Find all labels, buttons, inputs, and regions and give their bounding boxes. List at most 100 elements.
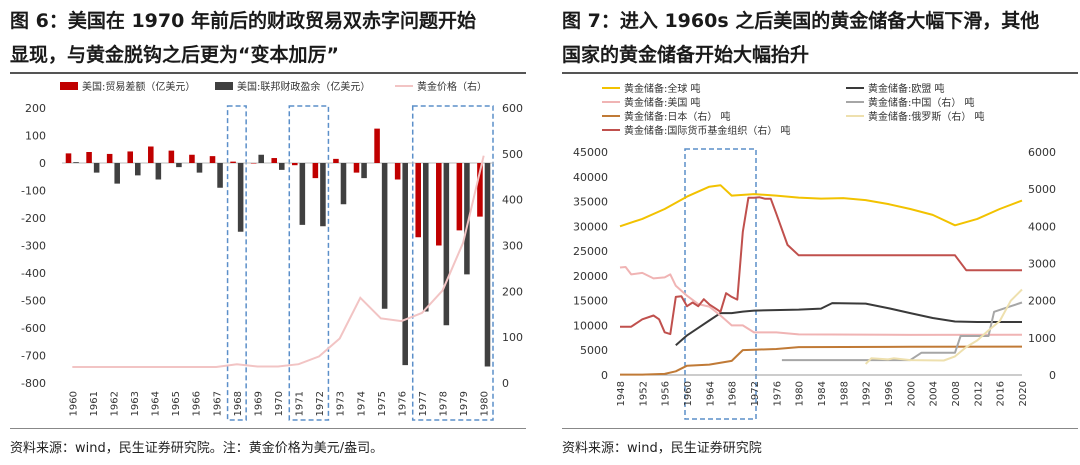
series-line-usa: [619, 266, 1023, 336]
right-figure-title: 图 7：进入 1960s 之后美国的黄金储备大幅下滑，其他 国家的黄金储备开始大…: [562, 4, 1078, 72]
trade-balance-bar: [394, 163, 401, 180]
trade-balance-bar: [189, 154, 195, 163]
fiscal-surplus-bar: [320, 163, 326, 227]
highlight-box: [684, 148, 757, 420]
trade-balance-bar: [436, 163, 442, 246]
legend-swatch: [215, 82, 233, 90]
series-line-japan: [620, 345, 1023, 376]
trade-balance-bar: [250, 163, 257, 164]
x-tick-label: 1964: [705, 381, 716, 406]
fiscal-surplus-bar: [217, 163, 223, 188]
x-tick-label: 2000: [906, 381, 917, 406]
gold-price-line: [72, 155, 485, 368]
x-tick-label: 1988: [839, 381, 850, 406]
right-source-note: 资料来源：wind，民生证券研究院: [562, 441, 762, 456]
highlight-box: [411, 105, 494, 421]
y-right-tick-label: 300: [502, 240, 523, 253]
trade-balance-bar: [127, 151, 133, 163]
x-tick-label: 1977: [418, 391, 429, 416]
x-tick-label: 2016: [996, 381, 1007, 406]
fiscal-surplus-bar: [93, 163, 100, 173]
right-source-divider: [562, 428, 1078, 429]
x-tick-label: 1960: [683, 381, 694, 406]
legend-label: 黄金储备:国际货币基金组织（右） 吨: [624, 124, 791, 137]
right-title-line-2: 国家的黄金储备开始大幅抬升: [562, 44, 810, 66]
x-tick-label: 1976: [772, 381, 783, 406]
trade-balance-bar: [271, 158, 277, 163]
fiscal-surplus-bar: [114, 163, 120, 184]
trade-balance-bar: [353, 163, 360, 173]
y-left-tick-label: -200: [21, 212, 46, 225]
highlight-box: [226, 105, 247, 421]
y-left-tick-label: 15000: [573, 295, 608, 308]
y-left-tick-label: -600: [21, 322, 46, 335]
left-title-divider: [10, 72, 526, 74]
y-left-tick-label: 200: [25, 102, 46, 115]
y-left-tick-label: 0: [39, 157, 46, 170]
highlight-box: [288, 105, 330, 421]
x-tick-label: 1952: [638, 381, 649, 406]
x-tick-label: 1968: [233, 391, 244, 416]
fiscal-surplus-bar: [464, 163, 470, 275]
x-tick-label: 1980: [795, 381, 806, 406]
legend-label: 黄金储备:日本（右） 吨: [624, 110, 731, 123]
x-tick-label: 1962: [109, 391, 120, 416]
x-tick-label: 1963: [130, 391, 141, 416]
fiscal-surplus-bar: [423, 163, 429, 312]
trade-balance-bar: [456, 163, 463, 231]
fiscal-surplus-bar: [279, 163, 285, 170]
x-tick-label: 1960: [68, 391, 79, 416]
y-right-tick-label: 5000: [1028, 183, 1056, 196]
fiscal-surplus-bar: [155, 163, 162, 180]
fiscal-surplus-bar: [361, 163, 367, 179]
x-tick-label: 1972: [750, 381, 761, 406]
y-left-tick-label: -500: [21, 295, 46, 308]
x-tick-label: 1992: [862, 381, 873, 406]
trade-balance-bar: [148, 146, 154, 163]
x-tick-label: 1973: [336, 391, 347, 416]
y-left-tick-label: 30000: [573, 220, 608, 233]
x-tick-label: 1979: [459, 391, 470, 416]
y-left-tick-label: -100: [21, 185, 46, 198]
fiscal-surplus-bar: [381, 163, 388, 309]
x-tick-label: 1996: [884, 381, 895, 406]
left-title-line-1: 图 6：美国在 1970 年前后的财政贸易双赤字问题开始: [10, 10, 476, 32]
legend-label: 美国:联邦财政盈余（亿美元）: [237, 80, 370, 93]
x-tick-label: 1966: [192, 391, 203, 416]
trade-balance-bar: [209, 156, 216, 163]
left-chart: 美国:贸易差额（亿美元） 美国:联邦财政盈余（亿美元） 黄金价格（右） 200 100 0…: [21, 80, 523, 421]
x-tick-label: 2020: [1018, 381, 1029, 406]
fiscal-surplus-bar: [443, 163, 450, 326]
y-right-tick-label: 2000: [1028, 295, 1056, 308]
legend-label: 黄金储备:欧盟 吨: [868, 82, 945, 95]
y-right-tick-label: 0: [1049, 369, 1056, 382]
trade-balance-bar: [65, 153, 72, 163]
y-right-tick-label: 400: [502, 194, 523, 207]
x-tick-label: 1980: [480, 391, 491, 416]
fiscal-surplus-bar: [196, 163, 203, 173]
x-tick-label: 1971: [295, 391, 306, 416]
legend-label: 黄金储备:美国 吨: [624, 96, 701, 109]
legend-label: 黄金储备:俄罗斯（右） 吨: [868, 110, 985, 123]
y-left-tick-label: 20000: [573, 270, 608, 283]
fiscal-surplus-bar: [402, 163, 408, 366]
y-left-tick-label: -800: [21, 377, 46, 390]
left-source-note: 资料来源：wind，民生证券研究院。注：黄金价格为美元/盎司。: [10, 441, 384, 456]
y-right-tick-label: 100: [502, 331, 523, 344]
x-tick-label: 1972: [315, 391, 326, 416]
x-tick-label: 1956: [661, 381, 672, 406]
x-tick-label: 1968: [728, 381, 739, 406]
y-left-tick-label: 5000: [580, 344, 608, 357]
fiscal-surplus-bar: [135, 163, 141, 176]
y-left-tick-label: -700: [21, 350, 46, 363]
trade-balance-bar: [333, 158, 339, 163]
y-right-tick-label: 600: [502, 102, 523, 115]
y-left-tick-label: 0: [601, 369, 608, 382]
series-line-china: [781, 301, 1023, 362]
trade-balance-bar: [477, 163, 483, 217]
y-left-tick-label: 35000: [573, 196, 608, 209]
right-figure-panel: 图 7：进入 1960s 之后美国的黄金储备大幅下滑，其他 国家的黄金储备开始大…: [562, 0, 1078, 465]
trade-balance-bar: [415, 163, 421, 238]
y-right-tick-label: 1000: [1028, 332, 1056, 345]
